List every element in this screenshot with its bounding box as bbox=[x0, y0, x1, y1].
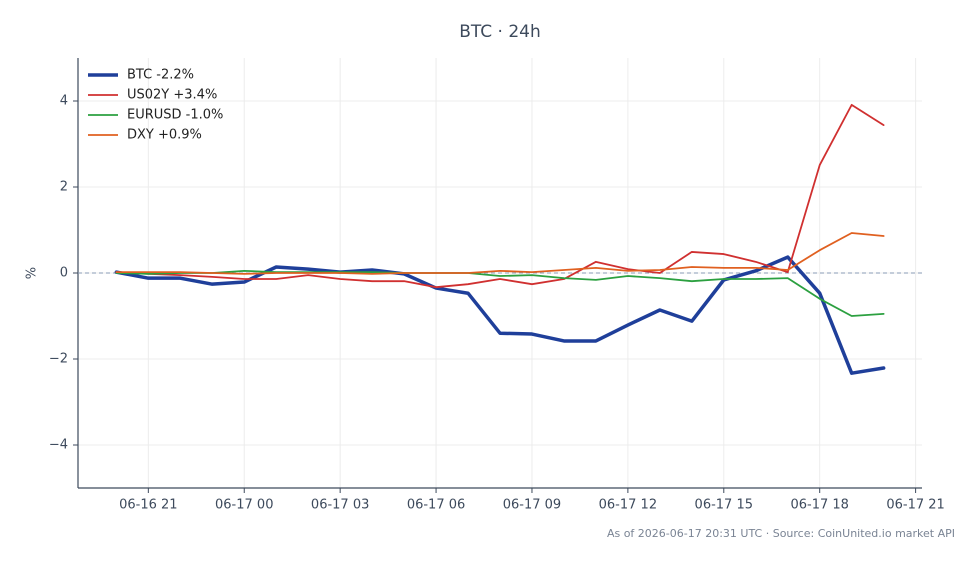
legend-label: US02Y +3.4% bbox=[127, 88, 217, 103]
y-tick-label: −4 bbox=[49, 438, 68, 453]
x-tick-label: 06-17 18 bbox=[790, 498, 848, 513]
y-tick-label: −2 bbox=[49, 352, 68, 367]
legend: BTC -2.2% US02Y +3.4% EURUSD -1.0% DXY +0.9… bbox=[88, 68, 223, 143]
legend-label: BTC -2.2% bbox=[127, 68, 194, 83]
x-tick-label: 06-17 15 bbox=[695, 498, 753, 513]
x-tick-label: 06-17 09 bbox=[503, 498, 561, 513]
chart-title: BTC · 24h bbox=[459, 22, 541, 42]
x-tick-label: 06-17 06 bbox=[407, 498, 465, 513]
series-line bbox=[115, 269, 885, 317]
x-tick-label: 06-17 00 bbox=[215, 498, 273, 513]
series-line bbox=[114, 255, 886, 375]
legend-label: EURUSD -1.0% bbox=[127, 108, 223, 123]
x-tick-label: 06-16 21 bbox=[119, 498, 177, 513]
series-line bbox=[115, 103, 885, 289]
x-tick-label: 06-17 12 bbox=[599, 498, 657, 513]
legend-label: DXY +0.9% bbox=[127, 128, 202, 143]
y-axis-label: % bbox=[25, 267, 40, 279]
x-tick-label: 06-17 03 bbox=[311, 498, 369, 513]
footnote: As of 2026-06-17 20:31 UTC · Source: Coi… bbox=[607, 527, 955, 540]
y-tick-label: 0 bbox=[60, 266, 68, 281]
series-line bbox=[115, 232, 885, 275]
y-tick-label: 2 bbox=[60, 180, 68, 195]
y-tick-label: 4 bbox=[60, 94, 68, 109]
x-tick-label: 06-17 21 bbox=[886, 498, 944, 513]
